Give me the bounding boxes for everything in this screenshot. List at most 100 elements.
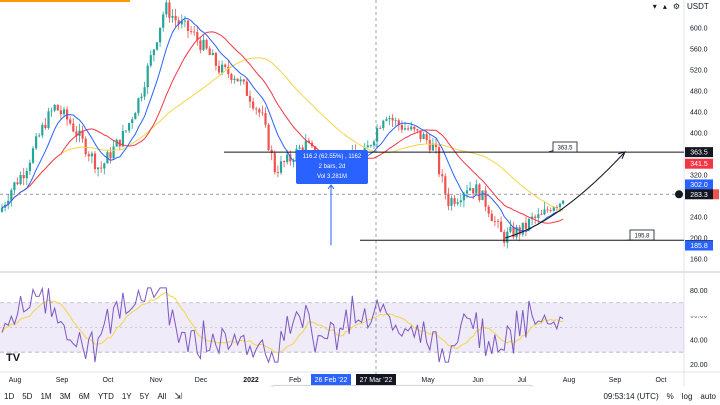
chart-background [0,0,720,387]
price-badge [685,147,713,158]
candle-body [431,143,434,151]
candle-body [283,161,286,163]
x-axis-label: 27 Mar '22 [360,377,393,384]
candle-body [301,147,304,152]
ma-fast-line [1,17,564,233]
candle-body [103,163,106,169]
date-range-icon[interactable]: ⇲ [174,390,182,401]
candle-body [472,188,475,194]
x-axis-label: Oct [656,377,667,384]
price-tick-label: 200.0 [690,236,708,243]
timeframe-1m[interactable]: 1M [40,391,52,401]
candle-body [205,39,208,49]
timeframe-ytd[interactable]: YTD [97,391,114,401]
timeframe-6m[interactable]: 6M [78,391,90,401]
candle-body [13,182,16,191]
price-tick-label: 440.0 [690,109,708,116]
candle-body [211,53,214,56]
candle-body [453,198,456,204]
candle-body [165,2,168,15]
candle-body [493,221,496,222]
candle-body [258,109,261,113]
candle-body [245,81,248,96]
candle-body [19,175,22,185]
candle-body [422,134,425,140]
candle-body [307,140,310,143]
ma-mid-line [1,31,564,224]
candle-body [199,40,202,50]
candle-body [465,190,469,194]
candle-body [543,209,546,215]
percent-toggle[interactable]: % [666,391,674,401]
candle-body [503,231,506,243]
candle-body [261,112,264,114]
projection-curve [504,151,626,239]
candle-body [562,200,565,204]
settings-icon[interactable]: ⚙ [672,2,680,11]
candle-body [28,162,31,172]
candle-body [22,175,25,179]
timeframe-3m[interactable]: 3M [59,391,71,401]
candle-body [239,79,242,82]
candle-body [397,120,400,125]
candle-body [410,126,413,130]
timeframe-5y[interactable]: 5Y [139,391,150,401]
candle-body [276,172,279,174]
tradingview-logo: TV [6,352,21,364]
timeframe-1d[interactable]: 1D [4,391,15,401]
log-toggle[interactable]: log [681,391,693,401]
candle-body [490,213,493,222]
date-badge-blue [311,374,351,385]
candle-body [118,139,121,147]
candle-body [267,124,270,150]
candle-body [124,130,128,132]
price-tick-label: 240.0 [690,215,708,222]
x-axis-label: Aug [563,377,576,384]
measure-text-1: 116.2 (62.55%) , 1162 [303,154,362,160]
candle-body [475,184,478,194]
candle-body [100,167,103,169]
projection-arrowhead [617,151,626,160]
candle-body [0,207,4,212]
candle-body [441,174,444,177]
timeframe-5d[interactable]: 5D [22,391,33,401]
candle-body [146,65,149,88]
x-axis-label: 2022 [243,377,259,384]
auto-toggle[interactable]: auto [700,391,716,401]
candle-body [549,210,552,211]
candle-body [128,123,131,131]
candle-body [53,104,56,111]
price-tick-label: 480.0 [690,88,708,95]
candle-body [131,119,134,124]
scroll-up-icon[interactable]: ▴ [662,2,667,11]
candle-body [236,78,239,82]
status-area: 09:53:14 (UTC) % log auto [603,387,720,405]
x-axis-label: Aug [9,377,22,384]
candle-body [438,147,441,175]
candle-body [233,78,236,80]
scroll-down-icon[interactable]: ▾ [652,2,657,11]
candle-body [214,53,217,66]
candle-body [407,128,410,130]
candle-body [273,153,276,173]
price-tick-label: 400.0 [690,130,708,137]
price-marker-icon [675,190,683,199]
timeframe-1y[interactable]: 1Y [121,391,132,401]
candle-body [382,120,385,129]
timeframe-all[interactable]: All [157,391,167,401]
price-tick-label: 560.0 [690,46,708,53]
candle-body [512,226,515,238]
candle-body [462,193,465,201]
candle-body [224,64,227,67]
candle-body [242,79,245,82]
candle-body [230,74,233,80]
currency-label[interactable]: USDT [687,2,709,11]
candle-body [190,30,193,32]
candle-body [425,134,428,141]
candle-body [7,200,10,205]
candle-body [552,207,555,211]
candle-body [221,64,224,73]
price-tick-label: 520.0 [690,67,708,74]
candle-body [540,214,543,216]
